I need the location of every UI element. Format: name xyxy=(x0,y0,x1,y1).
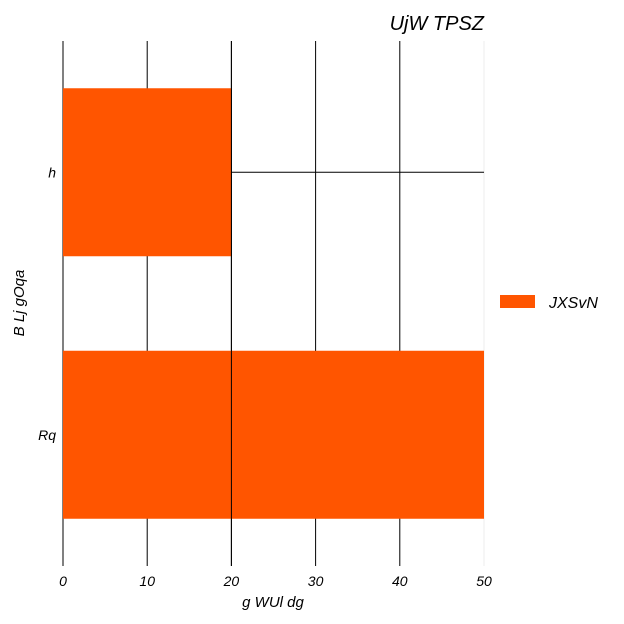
y-axis-title: B Lj gOqa xyxy=(11,270,28,337)
legend: JXSvN xyxy=(500,295,598,312)
chart-title: UjW TPSZ xyxy=(390,13,485,35)
bar xyxy=(63,350,484,519)
x-tick-label: 50 xyxy=(476,573,492,589)
legend-label: JXSvN xyxy=(548,295,598,312)
x-axis-title: g WUl dg xyxy=(242,594,304,611)
x-tick-label: 10 xyxy=(139,573,155,589)
y-tick-label: h xyxy=(48,164,56,180)
x-tick-label: 30 xyxy=(308,573,324,589)
tick-labels: 0 10 20 30 40 50 Rq h xyxy=(38,164,492,589)
bar xyxy=(63,88,232,257)
legend-swatch xyxy=(500,295,535,308)
x-tick-label: 40 xyxy=(392,573,408,589)
bars xyxy=(63,88,484,519)
x-tick-label: 0 xyxy=(59,573,67,589)
x-tick-label: 20 xyxy=(223,573,240,589)
y-tick-label: Rq xyxy=(38,427,56,443)
